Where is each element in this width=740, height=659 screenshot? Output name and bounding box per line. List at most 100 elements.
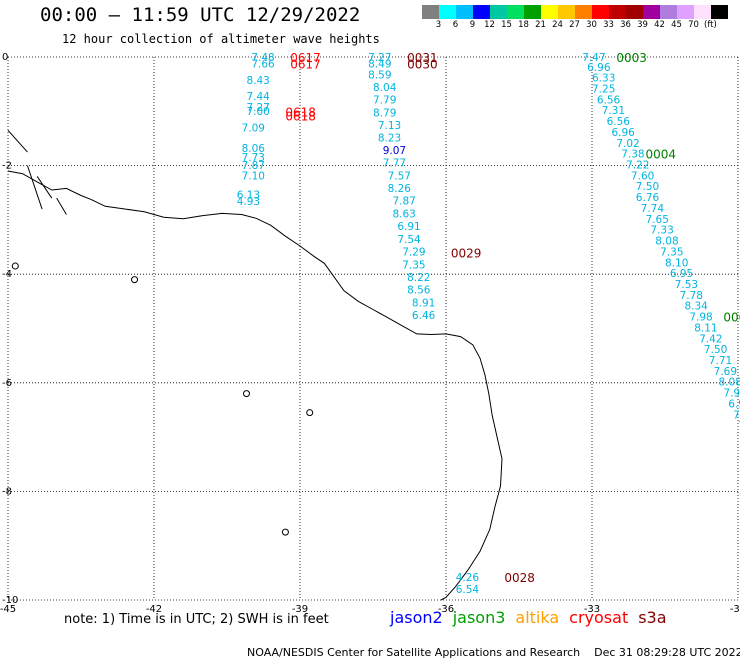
- legend-swatch: [711, 5, 728, 19]
- wave-height-value: 7.35: [402, 259, 425, 271]
- wave-height-value: 7.79: [373, 94, 396, 106]
- wave-height-value: 7.53: [675, 279, 698, 291]
- pass-time-label: 0005: [723, 311, 740, 325]
- wave-height-value: 8.22: [407, 272, 430, 284]
- wave-height-value: 7.54: [397, 234, 421, 246]
- wave-height-value: 8.23: [378, 132, 401, 144]
- axis-ticks: -45 -42 -39 -36 -33 -30 0 -2 -4 -6 -8 -10: [0, 52, 740, 615]
- island: [11, 262, 19, 270]
- legend-label: 27: [569, 20, 580, 30]
- legend-swatch: [558, 5, 575, 19]
- x-tick-label: -45: [0, 604, 16, 615]
- map-grid: [7, 56, 739, 601]
- wave-height-value: 8.08: [719, 377, 740, 389]
- legend-swatch: [422, 5, 439, 19]
- wave-height-value: 7.87: [392, 195, 415, 207]
- wave-height-value: 8.06: [242, 143, 266, 155]
- wave-height-value: 7.50: [636, 181, 659, 193]
- wave-height-value: 7.10: [242, 170, 265, 182]
- x-tick-label: -30: [730, 604, 740, 615]
- wave-height-value: 6.33: [592, 73, 615, 85]
- pass-time-label: 0028: [504, 571, 535, 585]
- legend-swatch: [694, 5, 711, 19]
- wave-height-value: 7.48: [251, 52, 274, 64]
- wave-height-value: 8.59: [368, 69, 391, 81]
- wave-height-value: 7.29: [402, 246, 425, 258]
- wave-height-value: 6.91: [397, 221, 420, 233]
- wave-height-value: 7.74: [641, 203, 665, 215]
- island: [131, 276, 139, 284]
- wave-height-value: 6.96: [587, 62, 611, 74]
- pass-time-label: 0617: [290, 51, 321, 65]
- wave-height-value: 6.56: [607, 116, 631, 128]
- y-tick-label: 0: [2, 52, 8, 63]
- legend-label: 3: [435, 20, 442, 30]
- wave-height-value: 7.87: [242, 160, 265, 172]
- x-tick-label: -36: [438, 604, 454, 615]
- wave-height-value: 8.91: [412, 297, 435, 309]
- coast-fragment: [36, 176, 53, 199]
- pass-time-label: 0003: [616, 51, 647, 65]
- wave-height-value: 8.49: [368, 59, 391, 71]
- legend-label: 21: [535, 20, 546, 30]
- wave-height-value: 7.42: [699, 333, 722, 345]
- legend-label: 36: [620, 20, 631, 30]
- legend-swatch: [507, 5, 524, 19]
- legend-swatch: [677, 5, 694, 19]
- altimeter-tracks: 7.487.668.437.447.277.007.098.067.737.87…: [237, 51, 740, 596]
- satellite-legend: jason2 jason3 altika cryosat s3a: [390, 608, 677, 627]
- coast-fragment: [7, 129, 28, 153]
- note-text: note: 1) Time is in UTC; 2) SWH is in fe…: [64, 612, 329, 627]
- legend-label: 30: [586, 20, 597, 30]
- y-tick-label: -2: [2, 161, 12, 172]
- wave-height-value: 8.43: [246, 75, 269, 87]
- page-title: 00:00 – 11:59 UTC 12/29/2022: [40, 4, 361, 26]
- legend-label: 45: [671, 20, 682, 30]
- x-tick-label: -33: [584, 604, 600, 615]
- legend-swatch: [660, 5, 677, 19]
- pass-time-label: 0029: [451, 246, 482, 260]
- wave-height-value: 7.95: [723, 388, 740, 400]
- wave-height-value: 4.26: [456, 572, 480, 584]
- wave-height-value: 6.46: [412, 310, 436, 322]
- wave-height-value: 7.71: [709, 355, 732, 367]
- legend-label: 18: [518, 20, 529, 30]
- legend-label: 39: [637, 20, 648, 30]
- legend-label: 9: [469, 20, 476, 30]
- wave-height-value: 7.50: [704, 344, 727, 356]
- wave-height-value: 9.07: [383, 145, 406, 157]
- island: [306, 409, 314, 417]
- wave-height-value: 7.77: [383, 157, 406, 169]
- pass-time-label: 0031: [407, 51, 438, 65]
- x-tick-label: -42: [146, 604, 162, 615]
- coast-fragment: [26, 165, 43, 210]
- island: [281, 528, 289, 536]
- wave-height-value: 7.98: [689, 312, 712, 324]
- y-tick-label: -8: [2, 486, 12, 497]
- legend-swatch: [490, 5, 507, 19]
- wave-height-value: 7.78: [680, 290, 703, 302]
- wave-height-value: 7.09: [242, 123, 265, 135]
- legend-swatch: [592, 5, 609, 19]
- wave-height-value: 7.27: [368, 52, 391, 64]
- pass-time-label: 0618: [285, 105, 316, 119]
- legend-label: 6: [452, 20, 459, 30]
- wave-height-value: 7.17: [733, 409, 740, 421]
- wave-height-value: 7.00: [246, 106, 269, 118]
- island: [242, 390, 250, 398]
- wave-height-value: 8.04: [373, 82, 397, 94]
- footer-timestamp: Dec 31 08:29:28 UTC 2022: [594, 646, 740, 659]
- color-legend: 3 6 9 12 15 18 21 24 27 30 33 36 39 42 45 70 (ft): [422, 5, 728, 31]
- wave-height-value: 7.65: [646, 214, 669, 226]
- legend-label: 12: [484, 20, 495, 30]
- footer-credit: NOAA/NESDIS Center for Satellite Applica…: [247, 646, 581, 659]
- wave-height-value: 6.95: [728, 398, 740, 410]
- satellite-jason3: jason3: [452, 608, 506, 627]
- coast-fragment: [56, 197, 67, 215]
- legend-label: 70: [688, 20, 699, 30]
- wave-height-value: 4.93: [237, 196, 260, 208]
- page-subtitle: 12 hour collection of altimeter wave hei…: [62, 32, 380, 46]
- satellite-jason2: jason2: [390, 608, 443, 627]
- legend-label: 24: [552, 20, 563, 30]
- legend-labels: 3 6 9 12 15 18 21 24 27 30 33 36 39 42 45 70 (ft): [422, 19, 728, 31]
